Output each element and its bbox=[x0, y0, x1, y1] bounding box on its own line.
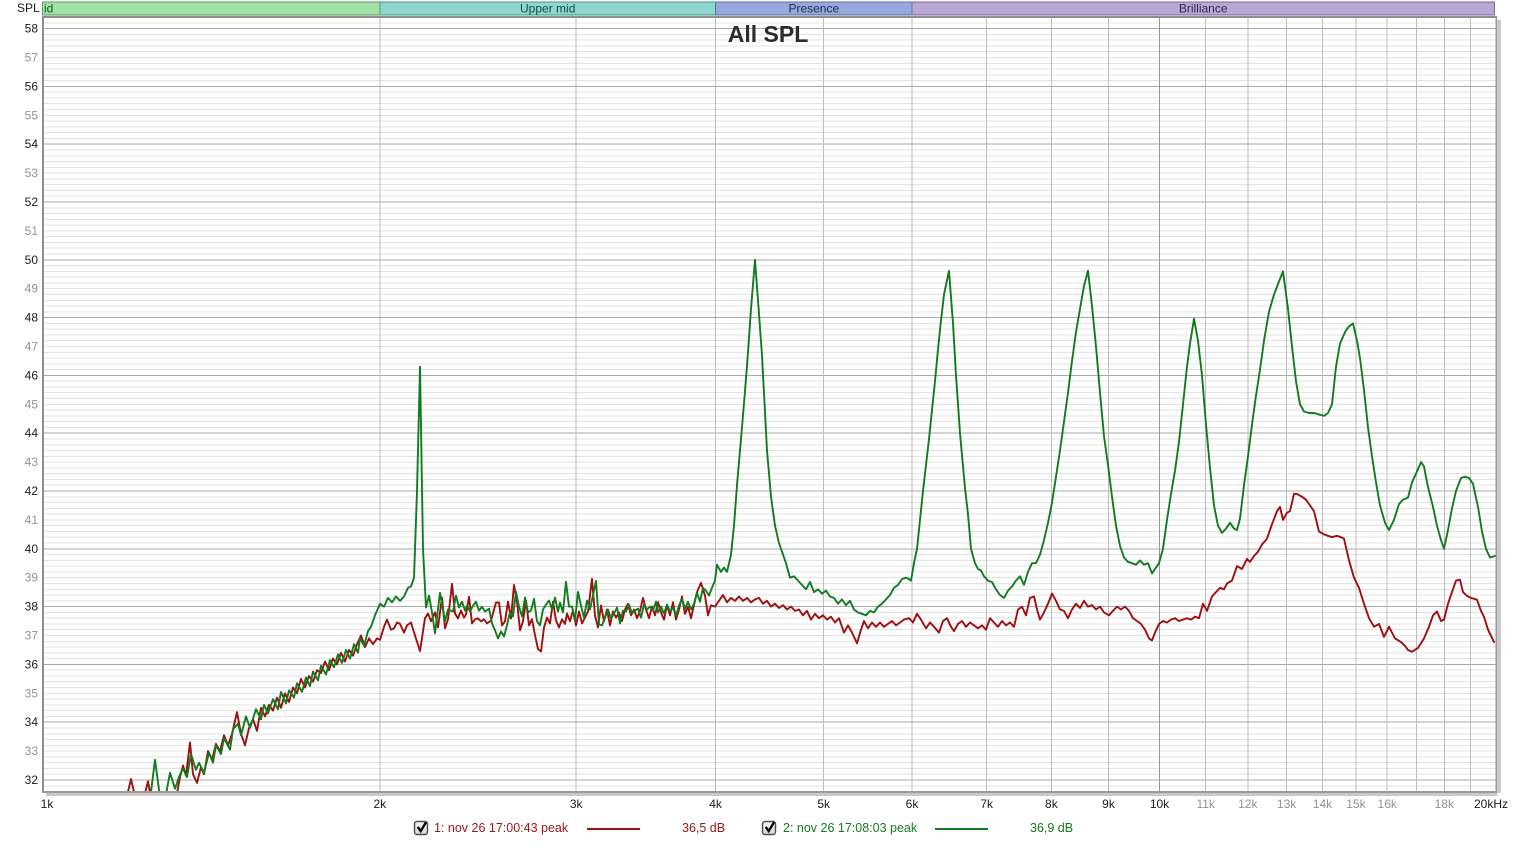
svg-text:49: 49 bbox=[25, 282, 39, 296]
svg-text:36,5 dB: 36,5 dB bbox=[682, 821, 725, 835]
svg-text:32: 32 bbox=[25, 773, 39, 787]
svg-text:55: 55 bbox=[25, 108, 39, 122]
svg-text:50: 50 bbox=[25, 253, 39, 267]
svg-text:56: 56 bbox=[25, 79, 39, 93]
svg-text:10k: 10k bbox=[1150, 797, 1170, 811]
svg-text:41: 41 bbox=[25, 513, 39, 527]
svg-text:36,9 dB: 36,9 dB bbox=[1030, 821, 1073, 835]
svg-text:40: 40 bbox=[25, 542, 39, 556]
svg-text:53: 53 bbox=[25, 166, 39, 180]
svg-text:All SPL: All SPL bbox=[728, 21, 809, 47]
svg-text:44: 44 bbox=[25, 426, 39, 440]
svg-text:2: nov 26 17:08:03 peak: 2: nov 26 17:08:03 peak bbox=[783, 821, 918, 835]
svg-text:33: 33 bbox=[25, 744, 39, 758]
svg-text:13k: 13k bbox=[1277, 797, 1297, 811]
svg-text:47: 47 bbox=[25, 340, 39, 354]
svg-text:42: 42 bbox=[25, 484, 39, 498]
svg-text:2k: 2k bbox=[373, 797, 387, 811]
svg-text:52: 52 bbox=[25, 195, 39, 209]
svg-text:45: 45 bbox=[25, 397, 39, 411]
svg-text:12k: 12k bbox=[1238, 797, 1258, 811]
svg-text:7k: 7k bbox=[980, 797, 994, 811]
svg-text:Upper mid: Upper mid bbox=[520, 2, 575, 16]
svg-text:6k: 6k bbox=[906, 797, 920, 811]
svg-text:9k: 9k bbox=[1102, 797, 1116, 811]
svg-text:48: 48 bbox=[25, 311, 39, 325]
svg-text:57: 57 bbox=[25, 51, 39, 65]
svg-text:39: 39 bbox=[25, 571, 39, 585]
svg-text:11k: 11k bbox=[1196, 797, 1215, 811]
svg-text:Brilliance: Brilliance bbox=[1179, 2, 1228, 16]
svg-text:18k: 18k bbox=[1435, 797, 1455, 811]
svg-text:36: 36 bbox=[25, 657, 39, 671]
svg-text:54: 54 bbox=[25, 137, 39, 151]
svg-text:34: 34 bbox=[25, 715, 39, 729]
svg-text:1k: 1k bbox=[41, 797, 55, 811]
svg-text:16k: 16k bbox=[1378, 797, 1398, 811]
svg-text:20kHz: 20kHz bbox=[1474, 797, 1508, 811]
svg-text:5k: 5k bbox=[817, 797, 831, 811]
svg-text:51: 51 bbox=[25, 224, 39, 238]
svg-text:id: id bbox=[44, 2, 53, 16]
svg-text:4k: 4k bbox=[709, 797, 723, 811]
svg-text:38: 38 bbox=[25, 600, 39, 614]
svg-text:14k: 14k bbox=[1313, 797, 1333, 811]
svg-text:1: nov 26 17:00:43 peak: 1: nov 26 17:00:43 peak bbox=[434, 821, 569, 835]
svg-text:8k: 8k bbox=[1045, 797, 1059, 811]
svg-text:SPL: SPL bbox=[17, 1, 40, 15]
svg-text:37: 37 bbox=[25, 629, 39, 643]
svg-text:15k: 15k bbox=[1346, 797, 1366, 811]
svg-text:Presence: Presence bbox=[788, 2, 839, 16]
svg-text:43: 43 bbox=[25, 455, 39, 469]
svg-text:58: 58 bbox=[25, 22, 39, 36]
svg-text:46: 46 bbox=[25, 368, 39, 382]
svg-text:3k: 3k bbox=[570, 797, 584, 811]
svg-text:35: 35 bbox=[25, 686, 39, 700]
